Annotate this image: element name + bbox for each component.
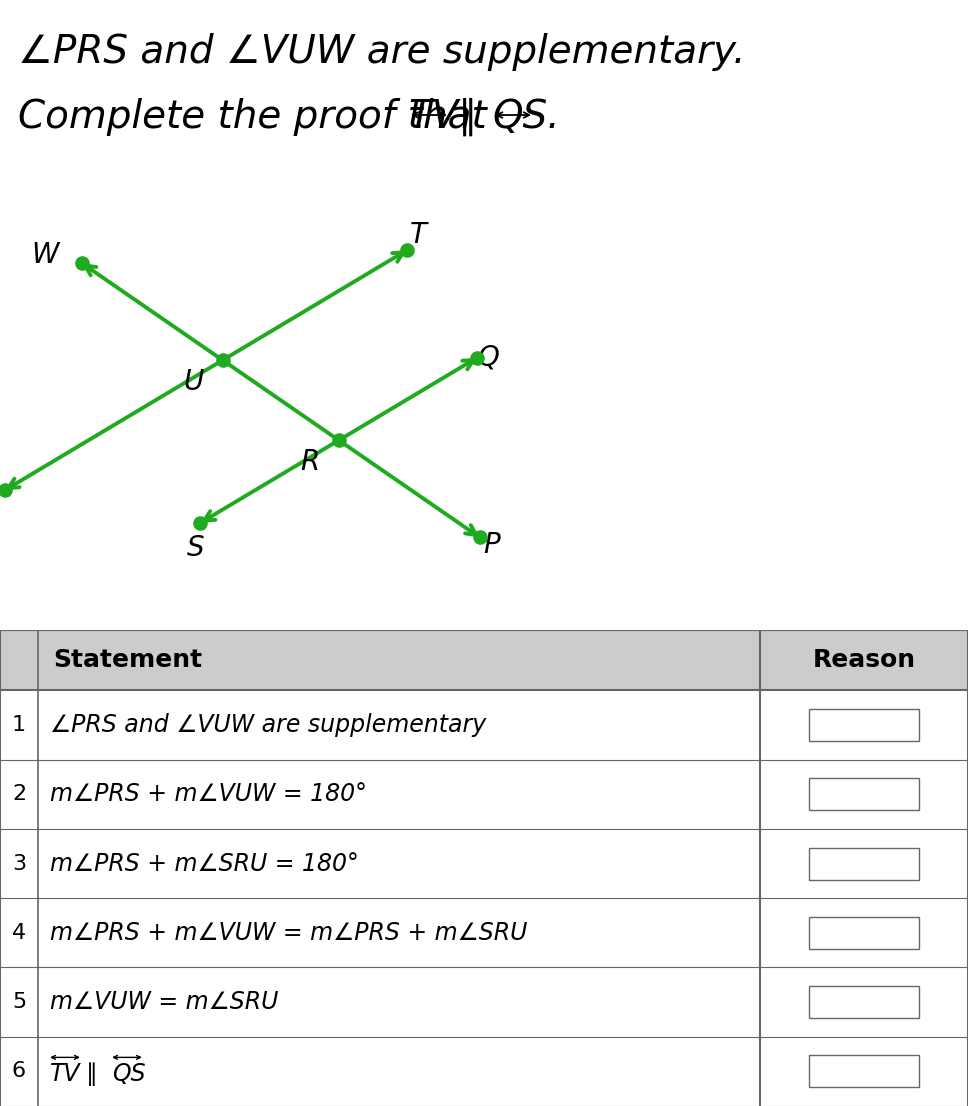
Text: QS.: QS. [492,98,560,136]
Point [0,481,13,499]
Text: Statement: Statement [53,648,202,672]
Text: Reason: Reason [812,648,916,672]
Bar [809,1055,919,1087]
Text: TV: TV [408,98,459,136]
Text: Complete the proof that: Complete the proof that [18,98,499,136]
Text: R: R [300,448,319,477]
Text: m∠VUW = m∠SRU: m∠VUW = m∠SRU [50,990,279,1014]
Text: m∠PRS + m∠VUW = m∠PRS + m∠SRU: m∠PRS + m∠VUW = m∠PRS + m∠SRU [50,921,528,945]
Text: m∠PRS + m∠VUW = 180°: m∠PRS + m∠VUW = 180° [50,782,367,806]
Text: U: U [184,368,203,396]
Text: T: T [410,221,427,249]
Point [331,431,347,449]
Point [74,254,89,272]
Point [215,352,230,369]
Bar [809,847,919,879]
Point [469,348,485,366]
Text: ∥: ∥ [458,98,477,136]
Text: ∥: ∥ [86,1063,98,1086]
Text: 5: 5 [12,992,26,1012]
Text: W: W [31,241,59,269]
Bar [809,709,919,741]
Text: 6: 6 [12,1062,26,1082]
Text: 3: 3 [12,854,26,874]
Text: QS: QS [112,1063,145,1086]
Text: 4: 4 [12,922,26,942]
Bar [809,987,919,1019]
Text: P: P [483,531,499,560]
Bar [809,917,919,949]
Point [472,529,488,546]
Text: Q: Q [478,344,499,372]
Bar [0,630,968,690]
Text: 2: 2 [12,784,26,804]
Point [193,514,208,532]
Text: S: S [187,534,204,562]
Text: m∠PRS + m∠SRU = 180°: m∠PRS + m∠SRU = 180° [50,852,359,876]
Text: 1: 1 [12,714,26,735]
Bar [809,779,919,811]
Point [400,241,415,259]
Text: ∠PRS and ∠VUW are supplementary.: ∠PRS and ∠VUW are supplementary. [18,33,745,71]
Text: ∠PRS and ∠VUW are supplementary: ∠PRS and ∠VUW are supplementary [50,713,486,737]
Text: TV: TV [50,1063,80,1086]
